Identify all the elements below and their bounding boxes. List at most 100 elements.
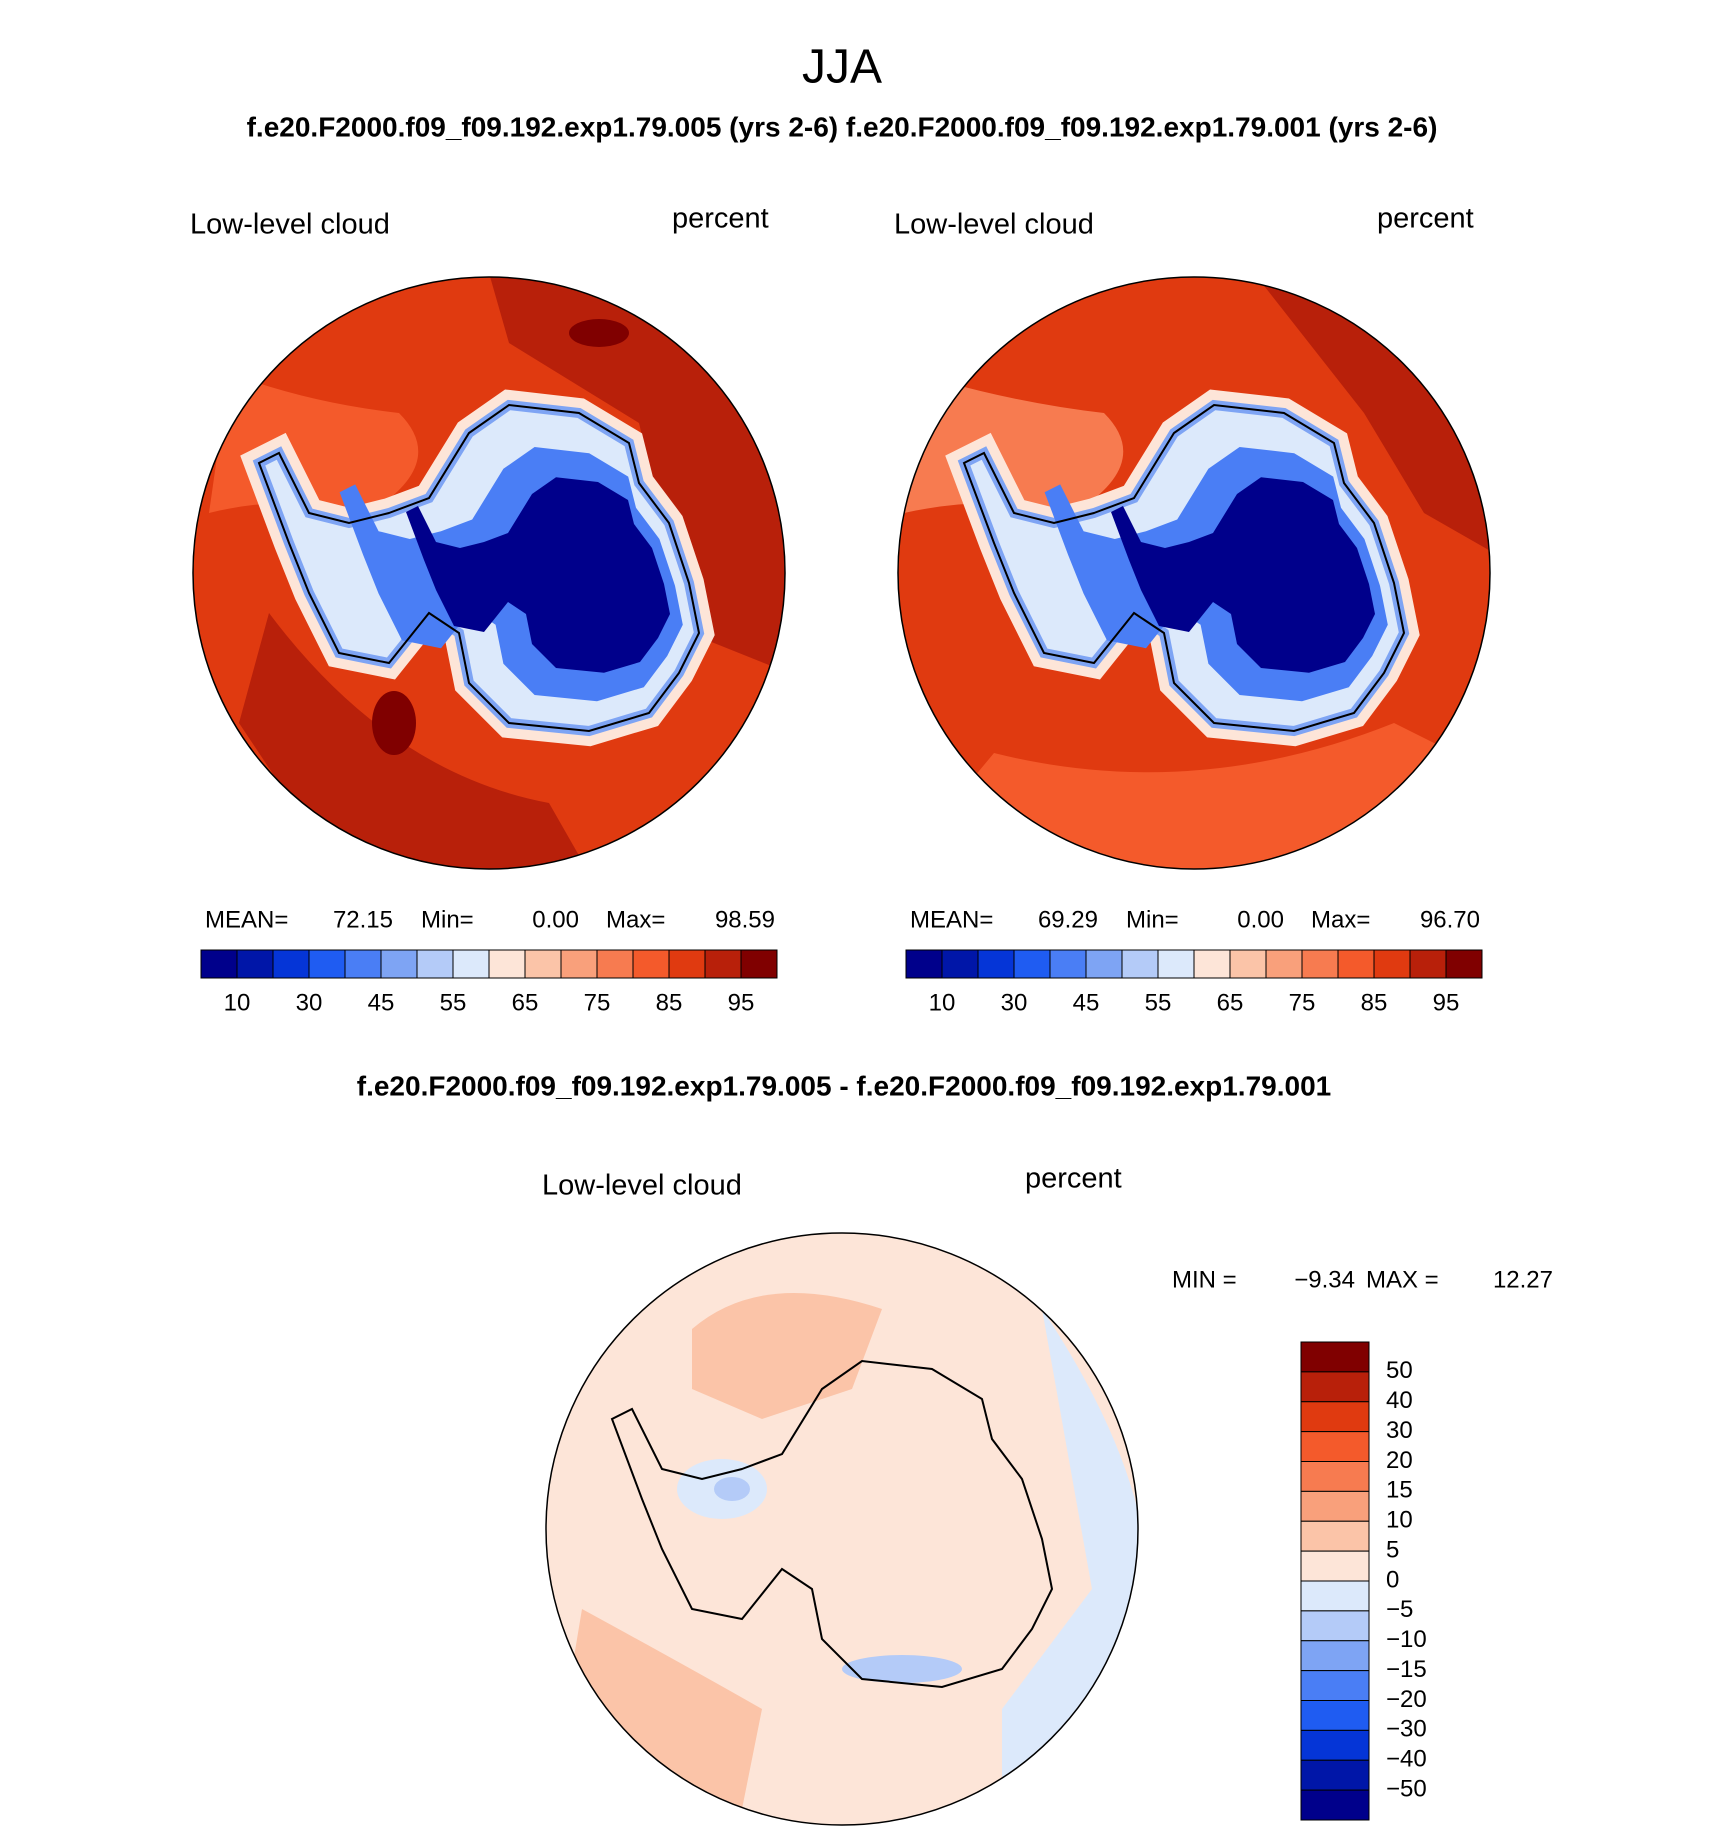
colorbar-segment (344, 949, 382, 979)
colorbar-label: 45 (1073, 989, 1100, 1016)
stat-value: 0.00 (532, 906, 579, 933)
colorbar-segment (668, 949, 706, 979)
map (192, 276, 786, 870)
stat-value: 72.15 (333, 906, 393, 933)
stat-label: Min= (1126, 906, 1179, 933)
colorbar-segment (1301, 949, 1339, 979)
colorbar-segment (704, 949, 742, 979)
colorbar-label: 45 (368, 989, 395, 1016)
panel-label: Low-level cloud (542, 1170, 742, 1202)
colorbar-segment (524, 949, 562, 979)
colorbar-label: 40 (1386, 1387, 1413, 1414)
colorbar-label: −10 (1386, 1626, 1427, 1653)
colorbar-segment (236, 949, 274, 979)
colorbar-segment (1300, 1520, 1370, 1552)
colorbar-label: 0 (1386, 1566, 1399, 1593)
stat-value: 0.00 (1237, 906, 1284, 933)
colorbar-segment (452, 949, 490, 979)
panel-units: percent (1025, 1163, 1122, 1195)
colorbar-segment (1445, 949, 1483, 979)
colorbar-label: 15 (1386, 1477, 1413, 1504)
figure-subtitle: f.e20.F2000.f09_f09.192.exp1.79.005 (yrs… (247, 111, 1438, 142)
colorbar-segment (1229, 949, 1267, 979)
colorbar-segment (1300, 1700, 1370, 1731)
colorbar-segment (905, 949, 943, 979)
stat-label: Max= (1311, 906, 1370, 933)
colorbar-segment (1373, 949, 1411, 979)
difference-title: f.e20.F2000.f09_f09.192.exp1.79.005 - f.… (357, 1070, 1331, 1101)
colorbar-segment (1300, 1371, 1370, 1403)
colorbar-segment (1300, 1759, 1370, 1791)
colorbar-label: 30 (296, 989, 323, 1016)
stat-value: 96.70 (1420, 906, 1480, 933)
colorbar-label: −50 (1386, 1775, 1427, 1802)
colorbar-segment (1300, 1431, 1370, 1462)
colorbar-segment (1409, 949, 1447, 979)
colorbar-segment (941, 949, 979, 979)
stat-label: MEAN= (910, 906, 993, 933)
colorbar-segment (560, 949, 598, 979)
stat-label: MIN = (1172, 1266, 1237, 1293)
colorbar-segment (1300, 1341, 1370, 1373)
colorbar-segment (1300, 1670, 1370, 1701)
colorbar-segment (1337, 949, 1375, 979)
colorbar-segment (1049, 949, 1087, 979)
stat-label: Max= (606, 906, 665, 933)
colorbar-label: 95 (728, 989, 755, 1016)
colorbar-segment (416, 949, 454, 979)
colorbar-segment (1121, 949, 1159, 979)
colorbar-segment (200, 949, 238, 979)
colorbar-label: 95 (1433, 989, 1460, 1016)
colorbar-segment (1193, 949, 1231, 979)
colorbar-label: −40 (1386, 1746, 1427, 1773)
colorbar-label: 50 (1386, 1357, 1413, 1384)
colorbar-label: 65 (1217, 989, 1244, 1016)
colorbar-segment (1300, 1640, 1370, 1672)
colorbar-label: 85 (1361, 989, 1388, 1016)
colorbar-label: 55 (440, 989, 467, 1016)
colorbar-segment (1300, 1729, 1370, 1761)
colorbar-segment (272, 949, 310, 979)
colorbar-segment (632, 949, 670, 979)
figure-title: JJA (802, 41, 882, 94)
colorbar-label: 55 (1145, 989, 1172, 1016)
colorbar-segment (1300, 1789, 1370, 1821)
colorbar-label: 10 (224, 989, 251, 1016)
colorbar-label: 75 (1289, 989, 1316, 1016)
map (545, 1232, 1139, 1826)
colorbar-segment (740, 949, 778, 979)
stat-value: 12.27 (1493, 1266, 1553, 1293)
stat-label: Min= (421, 906, 474, 933)
stat-value: 98.59 (715, 906, 775, 933)
colorbar-label: 20 (1386, 1447, 1413, 1474)
colorbar-label: −15 (1386, 1656, 1427, 1683)
colorbar-segment (977, 949, 1015, 979)
panel-label: Low-level cloud (894, 209, 1094, 241)
colorbar-segment (1013, 949, 1051, 979)
colorbar-segment (1300, 1580, 1370, 1612)
colorbar-label: 75 (584, 989, 611, 1016)
colorbar-label: −5 (1386, 1596, 1413, 1623)
generated: MEAN= 72.15 Min= 0.00 Max= 98.59 MEAN= 69.29 Min… (200, 906, 1553, 1821)
panel-units: percent (672, 203, 769, 235)
map (897, 276, 1491, 870)
panel-label: Low-level cloud (190, 209, 390, 241)
colorbar-label: 30 (1001, 989, 1028, 1016)
colorbar-segment (1300, 1461, 1370, 1492)
colorbar-segment (1300, 1610, 1370, 1642)
colorbar-label: 65 (512, 989, 539, 1016)
colorbar-label: 30 (1386, 1417, 1413, 1444)
stat-label: MAX = (1366, 1266, 1439, 1293)
colorbar-segment (488, 949, 526, 979)
stat-label: MEAN= (205, 906, 288, 933)
colorbar-segment (1085, 949, 1123, 979)
colorbar-label: 5 (1386, 1536, 1399, 1563)
stat-value: −9.34 (1294, 1266, 1355, 1293)
colorbar-label: −20 (1386, 1686, 1427, 1713)
colorbar-segment (1265, 949, 1303, 979)
colorbar-segment (1300, 1490, 1370, 1522)
colorbar-segment (596, 949, 634, 979)
colorbar-label: 10 (1386, 1507, 1413, 1534)
colorbar-segment (1300, 1550, 1370, 1582)
